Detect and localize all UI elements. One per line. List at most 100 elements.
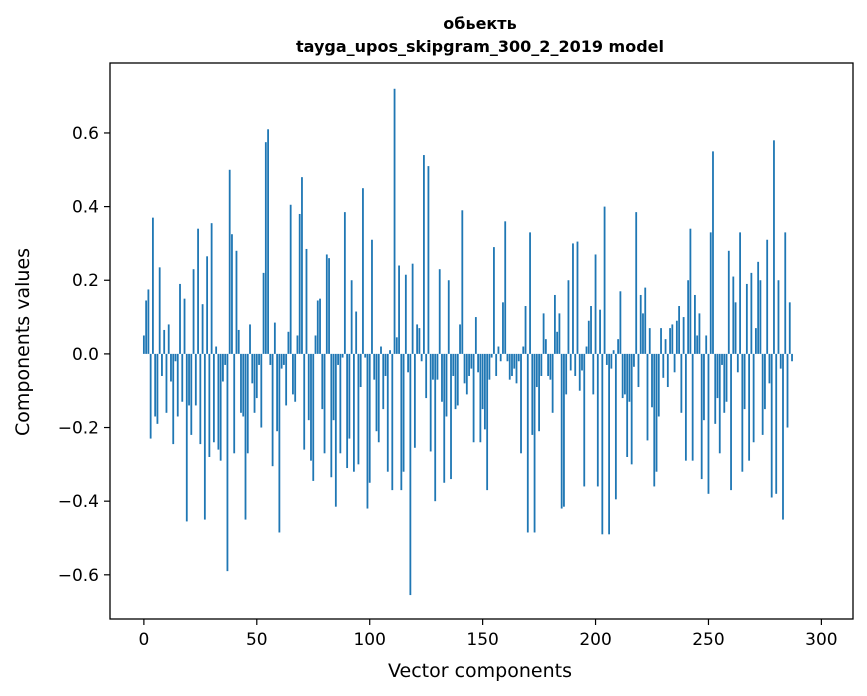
bar bbox=[716, 353, 719, 399]
bar bbox=[680, 353, 683, 413]
bar bbox=[617, 339, 620, 354]
bar bbox=[411, 263, 414, 354]
bar bbox=[529, 232, 531, 354]
bar bbox=[192, 269, 195, 354]
bar bbox=[321, 353, 324, 410]
bar bbox=[646, 353, 649, 441]
bar bbox=[782, 353, 784, 520]
bar bbox=[486, 353, 489, 491]
bar bbox=[420, 353, 423, 362]
bar bbox=[382, 353, 385, 410]
bar bbox=[581, 353, 583, 371]
bar bbox=[718, 353, 721, 454]
bar bbox=[298, 213, 301, 354]
bar bbox=[203, 353, 206, 520]
x-axis-ticks: 0 50 100 150 200 250 300 bbox=[138, 619, 838, 650]
bar bbox=[741, 353, 744, 472]
bar bbox=[163, 329, 166, 354]
bar bbox=[170, 353, 172, 382]
bar bbox=[154, 353, 157, 417]
bar bbox=[253, 353, 256, 413]
bar bbox=[346, 353, 349, 469]
bar bbox=[357, 353, 360, 465]
bar bbox=[712, 151, 714, 354]
bar bbox=[590, 306, 592, 354]
bar bbox=[669, 328, 671, 354]
bar bbox=[630, 353, 633, 465]
bar bbox=[635, 212, 638, 354]
bar bbox=[664, 339, 667, 354]
bar bbox=[337, 353, 339, 365]
bar bbox=[167, 324, 170, 354]
bar bbox=[533, 353, 536, 533]
bar bbox=[206, 256, 209, 354]
bar bbox=[766, 239, 769, 354]
bar bbox=[671, 324, 674, 354]
bar bbox=[517, 353, 520, 362]
bar bbox=[233, 353, 236, 454]
bar bbox=[149, 353, 152, 439]
bar bbox=[398, 265, 400, 354]
bar bbox=[303, 353, 306, 450]
bar bbox=[418, 328, 421, 354]
bar bbox=[574, 353, 577, 376]
bar bbox=[653, 353, 656, 487]
bar bbox=[556, 331, 559, 354]
bar bbox=[748, 353, 751, 461]
bar bbox=[551, 353, 554, 413]
bar bbox=[459, 324, 461, 354]
bar bbox=[359, 353, 362, 388]
bars-group bbox=[142, 88, 793, 596]
bar bbox=[757, 261, 760, 354]
bar bbox=[255, 353, 258, 399]
bar bbox=[407, 353, 410, 373]
bar bbox=[409, 353, 412, 596]
bar bbox=[522, 346, 525, 354]
bar bbox=[339, 353, 342, 454]
bar bbox=[226, 353, 229, 572]
bar bbox=[423, 155, 425, 354]
bar bbox=[432, 353, 434, 380]
bar bbox=[310, 353, 312, 461]
bar bbox=[520, 353, 522, 454]
bar bbox=[696, 335, 699, 354]
bar bbox=[280, 353, 283, 369]
bar bbox=[773, 140, 775, 354]
bar bbox=[759, 280, 762, 354]
x-tick-label: 150 bbox=[466, 630, 498, 650]
bar bbox=[761, 353, 764, 435]
bar bbox=[583, 353, 586, 487]
bar bbox=[621, 353, 624, 399]
bar bbox=[461, 210, 464, 354]
bar bbox=[362, 188, 364, 354]
bar bbox=[260, 353, 263, 428]
bar bbox=[624, 353, 626, 395]
bar bbox=[294, 353, 297, 402]
bar bbox=[445, 353, 448, 417]
bar bbox=[468, 353, 470, 376]
bar bbox=[190, 353, 193, 435]
bar bbox=[441, 353, 443, 402]
bar bbox=[531, 353, 534, 435]
bar bbox=[183, 298, 186, 354]
bar bbox=[732, 276, 735, 354]
bar bbox=[682, 317, 685, 354]
bar bbox=[515, 353, 518, 384]
bar bbox=[287, 331, 290, 354]
bar bbox=[745, 283, 748, 354]
bar bbox=[152, 217, 154, 354]
bar bbox=[142, 335, 145, 354]
bar bbox=[210, 223, 213, 354]
bar bbox=[282, 353, 285, 365]
bar bbox=[319, 298, 321, 354]
bar bbox=[775, 353, 778, 494]
bar bbox=[603, 206, 606, 354]
bar bbox=[547, 353, 550, 376]
bar bbox=[264, 142, 267, 354]
bar bbox=[614, 353, 617, 500]
bar bbox=[391, 353, 394, 491]
bar bbox=[651, 353, 653, 408]
bar bbox=[601, 353, 604, 535]
bar bbox=[730, 353, 732, 491]
bar bbox=[161, 353, 163, 376]
